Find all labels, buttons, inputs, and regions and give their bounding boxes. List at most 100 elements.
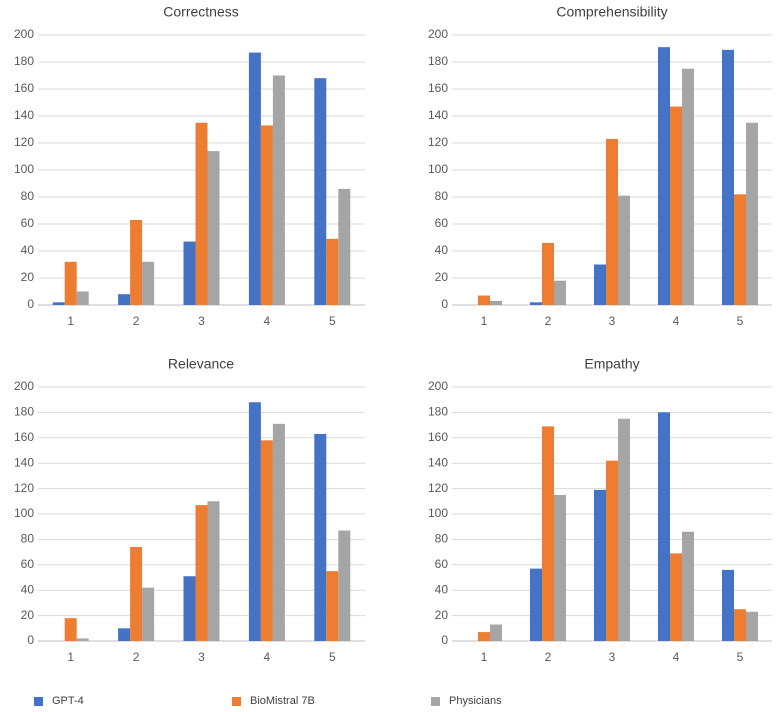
bar-physicians-cat-4 <box>682 531 694 641</box>
y-tick-label: 120 <box>14 135 34 149</box>
bar-gpt-4-cat-3 <box>594 489 606 641</box>
x-tick-label: 4 <box>264 650 271 664</box>
bar-biomistral-7b-cat-4 <box>670 553 682 641</box>
bar-biomistral-7b-cat-5 <box>326 571 339 641</box>
bar-physicians-cat-2 <box>142 587 155 641</box>
y-tick-label: 140 <box>14 108 34 122</box>
bar-biomistral-7b-cat-3 <box>606 138 618 305</box>
bar-biomistral-7b-cat-3 <box>195 505 208 641</box>
bar-biomistral-7b-cat-2 <box>542 426 554 641</box>
legend-label-gpt4: GPT-4 <box>52 695 84 707</box>
y-tick-label: 100 <box>428 506 448 520</box>
bar-physicians-cat-1 <box>76 291 89 305</box>
y-tick-label: 140 <box>428 108 448 122</box>
bar-gpt-4-cat-5 <box>314 433 327 641</box>
bar-gpt-4-cat-4 <box>658 412 670 641</box>
x-tick-label: 2 <box>133 314 140 328</box>
bar-gpt-4-cat-4 <box>248 402 261 641</box>
chart-correctness: Correctness 0 20 40 60 80 100 120 140 160 180 200 1 2… <box>14 4 365 328</box>
chart-empathy: Empathy 0 20 40 60 80 100 120 140 160 180 200 1 2 3 4 5 <box>428 356 772 664</box>
x-tick-label: 3 <box>198 314 205 328</box>
bar-gpt-4-cat-2 <box>530 568 542 641</box>
x-tick-label: 2 <box>545 650 552 664</box>
bar-physicians-cat-5 <box>338 188 351 305</box>
y-tick-label: 20 <box>435 270 449 284</box>
bar-biomistral-7b-cat-2 <box>130 547 143 641</box>
bar-physicians-cat-3 <box>207 501 220 641</box>
y-tick-label: 60 <box>21 216 35 230</box>
legend-label-biomistral: BioMistral 7B <box>250 695 315 707</box>
bar-physicians-cat-3 <box>207 151 220 305</box>
y-tick-label: 0 <box>441 633 448 647</box>
legend: GPT-4 BioMistral 7B Physicians <box>0 690 780 712</box>
bar-physicians-cat-2 <box>142 261 155 305</box>
y-tick-label: 40 <box>21 243 35 257</box>
y-tick-label: 200 <box>14 27 34 41</box>
y-tick-label: 160 <box>428 430 448 444</box>
bar-gpt-4-cat-3 <box>183 576 196 641</box>
bar-physicians-cat-5 <box>338 530 351 641</box>
y-tick-label: 80 <box>435 532 449 546</box>
bar-gpt-4-cat-4 <box>658 47 670 306</box>
chart-title: Correctness <box>163 4 238 20</box>
bar-physicians-cat-4 <box>272 423 285 641</box>
x-tick-label: 5 <box>737 650 744 664</box>
bar-gpt-4-cat-2 <box>118 628 131 641</box>
y-tick-label: 80 <box>435 189 449 203</box>
legend-label-physicians: Physicians <box>449 695 502 707</box>
y-tick-label: 60 <box>435 216 449 230</box>
x-tick-label: 1 <box>481 650 488 664</box>
bar-physicians-cat-3 <box>618 195 630 305</box>
bar-biomistral-7b-cat-1 <box>64 618 77 641</box>
y-tick-label: 20 <box>21 270 35 284</box>
bar-biomistral-7b-cat-2 <box>542 242 554 305</box>
bar-gpt-4-cat-3 <box>183 241 196 305</box>
bar-physicians-cat-4 <box>682 68 694 305</box>
bar-biomistral-7b-cat-5 <box>734 194 746 305</box>
legend-swatch-biomistral <box>232 696 241 706</box>
y-tick-label: 180 <box>428 405 448 419</box>
y-tick-label: 100 <box>14 506 34 520</box>
y-tick-label: 80 <box>21 532 35 546</box>
x-tick-label: 1 <box>67 650 74 664</box>
x-tick-label: 5 <box>329 650 336 664</box>
chart-grid: Correctness 0 20 40 60 80 100 120 140 160 180 200 1 2… <box>14 4 772 664</box>
bar-physicians-cat-4 <box>272 75 285 305</box>
bar-physicians-cat-1 <box>76 638 89 641</box>
chart-title: Comprehensibility <box>556 4 667 20</box>
bar-biomistral-7b-cat-5 <box>734 609 746 641</box>
y-tick-label: 200 <box>428 379 448 393</box>
x-tick-label: 4 <box>673 650 680 664</box>
x-tick-label: 3 <box>609 650 616 664</box>
y-tick-label: 140 <box>14 455 34 469</box>
bar-gpt-4-cat-2 <box>530 302 542 305</box>
bar-physicians-cat-1 <box>490 624 502 641</box>
bar-biomistral-7b-cat-5 <box>326 238 339 305</box>
chart-comprehensibility: Comprehensibility 0 20 40 60 80 100 120 140 160 18… <box>428 4 772 328</box>
y-tick-label: 160 <box>14 430 34 444</box>
y-tick-label: 120 <box>428 135 448 149</box>
x-tick-label: 4 <box>673 314 680 328</box>
y-tick-label: 180 <box>428 54 448 68</box>
y-tick-label: 160 <box>14 81 34 95</box>
y-tick-label: 100 <box>428 162 448 176</box>
y-tick-label: 120 <box>428 481 448 495</box>
bar-gpt-4-cat-3 <box>594 264 606 305</box>
bar-gpt-4-cat-2 <box>118 294 131 305</box>
y-tick-label: 40 <box>435 582 449 596</box>
y-tick-label: 160 <box>428 81 448 95</box>
chart-title: Relevance <box>168 356 234 372</box>
bar-physicians-cat-5 <box>746 122 758 305</box>
x-tick-label: 3 <box>609 314 616 328</box>
y-tick-label: 20 <box>435 608 449 622</box>
bar-biomistral-7b-cat-4 <box>260 125 273 305</box>
y-tick-label: 40 <box>435 243 449 257</box>
bar-gpt-4-cat-4 <box>248 52 261 305</box>
chart-relevance: Relevance 0 20 40 60 80 100 120 140 160 180 200 1 2 3 4… <box>14 356 365 664</box>
y-tick-label: 120 <box>14 481 34 495</box>
bar-gpt-4-cat-5 <box>722 569 734 641</box>
chart-title: Empathy <box>584 356 639 372</box>
x-tick-label: 3 <box>198 650 205 664</box>
bar-biomistral-7b-cat-3 <box>195 122 208 305</box>
